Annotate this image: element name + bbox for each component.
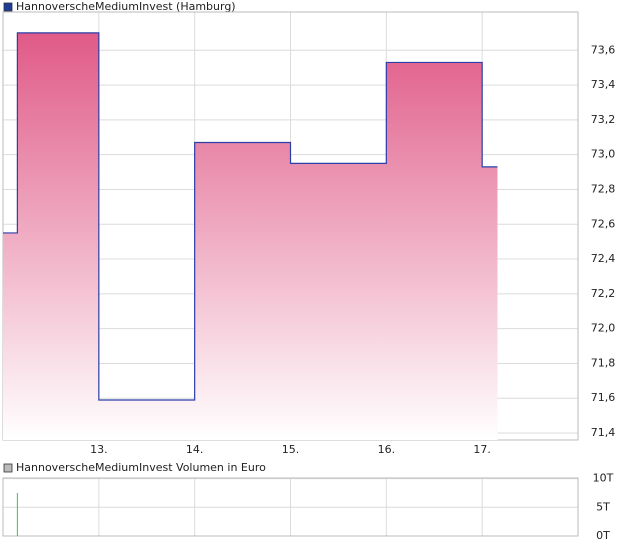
y-tick-label: 73,0 [591, 148, 616, 161]
y-tick-label: 0T [596, 529, 610, 542]
legend-swatch [3, 463, 13, 473]
y-tick-label: 71,8 [591, 356, 616, 369]
bar [16, 492, 18, 536]
y-tick-label: 71,4 [591, 426, 616, 439]
y-tick-label: 73,2 [591, 113, 616, 126]
line [3, 32, 498, 401]
y-tick-label: 5T [596, 500, 610, 513]
x-tick-label: 14. [186, 443, 204, 456]
y-tick-label: 72,8 [591, 182, 616, 195]
legend-label: HannoverscheMediumInvest (Hamburg) [16, 0, 236, 13]
plot-frame [2, 477, 579, 537]
x-tick-label: 16. [378, 443, 396, 456]
y-tick-label: 73,4 [591, 78, 616, 91]
y-tick-label: 72,6 [591, 217, 616, 230]
y-tick-label: 71,6 [591, 391, 616, 404]
area [3, 32, 498, 440]
legend-label: HannoverscheMediumInvest Volumen in Euro [16, 461, 266, 474]
y-tick-label: 10T [593, 472, 614, 485]
x-tick-label: 15. [282, 443, 300, 456]
y-tick-label: 72,2 [591, 287, 616, 300]
y-tick-label: 72,4 [591, 252, 616, 265]
y-tick-label: 72,0 [591, 322, 616, 335]
x-tick-label: 17. [473, 443, 491, 456]
y-tick-label: 73,6 [591, 43, 616, 56]
legend-swatch [3, 2, 13, 12]
x-tick-label: 13. [90, 443, 108, 456]
